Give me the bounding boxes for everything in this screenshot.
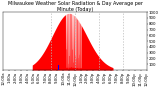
Bar bbox=[58, 65, 59, 70]
Title: Milwaukee Weather Solar Radiation & Day Average per Minute (Today): Milwaukee Weather Solar Radiation & Day … bbox=[8, 1, 143, 12]
